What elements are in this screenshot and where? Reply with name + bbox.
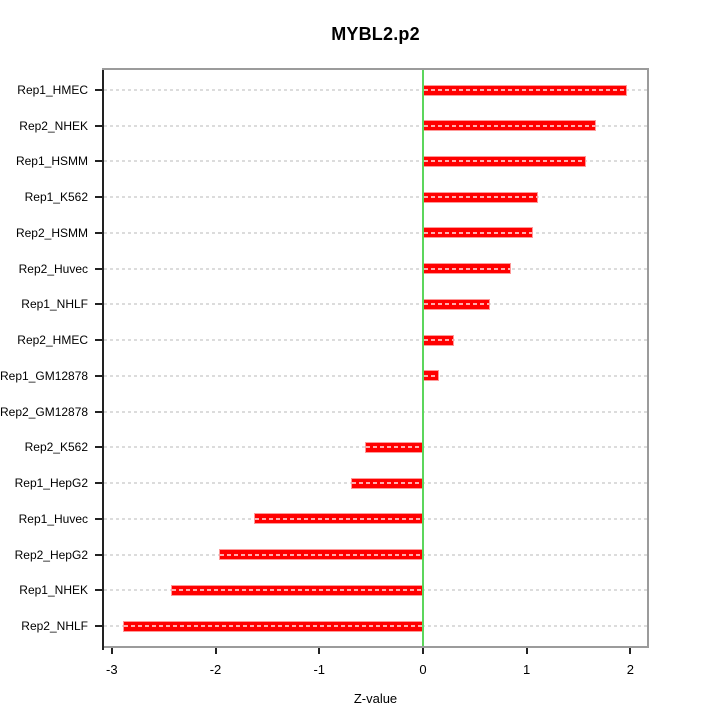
x-tick-label-2: 2 bbox=[626, 662, 634, 677]
bar-dash-overlay bbox=[423, 231, 532, 234]
bar-Rep1_K562 bbox=[422, 191, 539, 203]
y-axis-tick bbox=[95, 124, 103, 127]
x-axis-tick bbox=[525, 648, 528, 654]
bar-dash-overlay bbox=[171, 589, 422, 592]
y-axis-tick bbox=[95, 196, 103, 199]
y-axis-tick bbox=[95, 482, 103, 485]
bar-Rep2_HepG2 bbox=[218, 549, 423, 561]
bar-dash-overlay bbox=[423, 124, 596, 127]
category-label-Rep2_GM12878: Rep2_GM12878 bbox=[0, 404, 89, 419]
bar-dash-overlay bbox=[423, 339, 454, 342]
bar-Rep1_GM12878 bbox=[422, 370, 439, 382]
y-axis-tick bbox=[95, 231, 103, 234]
gridline bbox=[104, 267, 647, 270]
gridline bbox=[104, 410, 647, 413]
plot-area bbox=[102, 68, 649, 650]
bar-Rep2_NHLF bbox=[123, 620, 423, 632]
x-tick-label--1: -1 bbox=[313, 662, 325, 677]
bar-dash-overlay bbox=[254, 517, 422, 520]
x-axis-tick bbox=[421, 648, 424, 654]
bar-Rep1_NHEK bbox=[170, 584, 423, 596]
y-axis-tick bbox=[95, 160, 103, 163]
bar-dash-overlay bbox=[124, 625, 422, 627]
y-axis-tick bbox=[95, 303, 103, 306]
y-axis-line bbox=[102, 70, 104, 650]
category-label-Rep2_Huvec: Rep2_Huvec bbox=[18, 261, 88, 276]
x-axis-tick bbox=[214, 648, 217, 654]
bar-Rep2_Huvec bbox=[422, 263, 512, 275]
category-label-Rep2_K562: Rep2_K562 bbox=[24, 440, 88, 455]
bar-dash-overlay bbox=[423, 267, 511, 270]
x-axis-tick bbox=[110, 648, 113, 654]
category-label-Rep2_NHLF: Rep2_NHLF bbox=[21, 619, 88, 633]
gridline bbox=[104, 160, 647, 163]
gridline bbox=[104, 196, 647, 199]
y-axis-tick bbox=[95, 589, 103, 592]
category-label-Rep1_HSMM: Rep1_HSMM bbox=[15, 154, 88, 169]
bar-dash-overlay bbox=[423, 303, 490, 306]
bar-dash-overlay bbox=[352, 482, 422, 485]
x-axis-tick bbox=[629, 648, 632, 654]
y-axis-tick bbox=[95, 267, 103, 270]
y-axis-tick bbox=[95, 517, 103, 520]
category-label-Rep2_HMEC: Rep2_HMEC bbox=[17, 333, 88, 348]
gridline bbox=[104, 231, 647, 234]
category-label-Rep1_Huvec: Rep1_Huvec bbox=[18, 511, 88, 526]
bar-Rep2_HMEC bbox=[422, 334, 455, 346]
zero-reference-line bbox=[421, 70, 424, 646]
category-label-Rep1_NHLF: Rep1_NHLF bbox=[21, 297, 88, 312]
bar-Rep2_NHEK bbox=[422, 120, 597, 132]
gridline bbox=[104, 374, 647, 377]
x-tick-label-0: 0 bbox=[419, 662, 427, 677]
category-label-Rep2_HSMM: Rep2_HSMM bbox=[15, 225, 88, 240]
bar-dash-overlay bbox=[423, 89, 627, 91]
bar-Rep1_HSMM bbox=[422, 155, 586, 167]
category-label-Rep1_HepG2: Rep1_HepG2 bbox=[14, 476, 88, 491]
category-label-Rep1_NHEK: Rep1_NHEK bbox=[19, 583, 88, 598]
y-axis-tick bbox=[95, 374, 103, 377]
y-axis-tick bbox=[95, 89, 103, 91]
category-label-Rep2_HepG2: Rep2_HepG2 bbox=[14, 547, 88, 562]
gridline bbox=[104, 124, 647, 127]
bar-Rep1_NHLF bbox=[422, 298, 491, 310]
category-label-Rep1_K562: Rep1_K562 bbox=[24, 190, 88, 205]
y-axis-tick bbox=[95, 553, 103, 556]
chart-title: MYBL2.p2 bbox=[331, 24, 420, 44]
y-axis-tick bbox=[95, 446, 103, 449]
category-label-Rep1_HMEC: Rep1_HMEC bbox=[17, 83, 88, 97]
gridline bbox=[104, 89, 647, 91]
bar-dash-overlay bbox=[423, 374, 438, 377]
y-axis-tick bbox=[95, 625, 103, 627]
gridline bbox=[104, 303, 647, 306]
bar-dash-overlay bbox=[423, 196, 538, 199]
bar-Rep2_HSMM bbox=[422, 227, 533, 239]
bar-Rep1_HMEC bbox=[422, 84, 628, 96]
x-tick-label-1: 1 bbox=[523, 662, 531, 677]
x-axis-title: Z-value bbox=[353, 691, 398, 706]
category-label-Rep2_NHEK: Rep2_NHEK bbox=[19, 118, 88, 133]
bar-dash-overlay bbox=[365, 446, 422, 449]
bar-dash-overlay bbox=[423, 160, 585, 163]
y-axis-tick bbox=[95, 339, 103, 342]
x-tick-label--3: -3 bbox=[105, 662, 118, 677]
x-tick-label--2: -2 bbox=[209, 662, 222, 677]
y-axis-tick bbox=[95, 410, 103, 413]
bar-Rep1_HepG2 bbox=[351, 477, 423, 489]
bar-Rep2_K562 bbox=[364, 441, 423, 453]
bar-dash-overlay bbox=[219, 553, 422, 556]
gridline bbox=[104, 339, 647, 342]
x-axis-tick bbox=[318, 648, 321, 654]
bar-Rep1_Huvec bbox=[253, 513, 423, 525]
category-label-Rep1_GM12878: Rep1_GM12878 bbox=[0, 368, 89, 383]
